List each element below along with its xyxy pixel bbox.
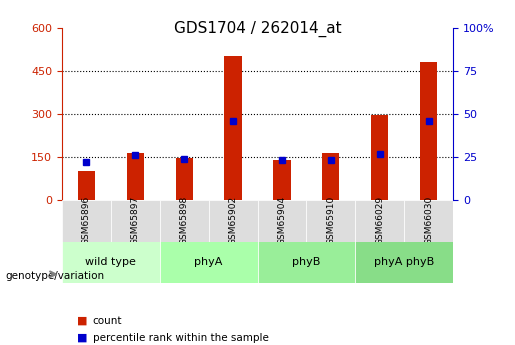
FancyBboxPatch shape [62, 200, 111, 242]
Bar [127, 152, 144, 200]
FancyBboxPatch shape [258, 241, 355, 283]
FancyBboxPatch shape [209, 200, 258, 242]
Text: wild type: wild type [85, 257, 136, 267]
Text: percentile rank within the sample: percentile rank within the sample [93, 333, 269, 343]
Bar [322, 152, 339, 200]
Bar [420, 62, 437, 200]
Text: GSM66029: GSM66029 [375, 196, 384, 245]
Bar [225, 56, 242, 200]
Text: genotype/variation: genotype/variation [5, 271, 104, 281]
FancyBboxPatch shape [355, 241, 453, 283]
FancyBboxPatch shape [62, 241, 160, 283]
Text: ■: ■ [77, 316, 88, 326]
Text: GSM65910: GSM65910 [327, 196, 335, 245]
Bar [273, 160, 290, 200]
Text: phyA: phyA [194, 257, 223, 267]
Text: GSM66030: GSM66030 [424, 196, 433, 245]
Text: GSM65896: GSM65896 [82, 196, 91, 245]
Bar [371, 115, 388, 200]
Text: GSM65897: GSM65897 [131, 196, 140, 245]
FancyBboxPatch shape [258, 200, 306, 242]
FancyBboxPatch shape [160, 200, 209, 242]
Text: phyA phyB: phyA phyB [374, 257, 434, 267]
Bar [78, 171, 95, 200]
Text: ■: ■ [77, 333, 88, 343]
Text: GSM65902: GSM65902 [229, 196, 237, 245]
Text: phyB: phyB [292, 257, 321, 267]
Text: count: count [93, 316, 122, 326]
FancyBboxPatch shape [111, 200, 160, 242]
FancyBboxPatch shape [355, 200, 404, 242]
Text: GDS1704 / 262014_at: GDS1704 / 262014_at [174, 21, 341, 37]
Text: GSM65898: GSM65898 [180, 196, 188, 245]
Bar [176, 158, 193, 200]
FancyBboxPatch shape [160, 241, 258, 283]
FancyBboxPatch shape [306, 200, 355, 242]
FancyBboxPatch shape [404, 200, 453, 242]
Text: GSM65904: GSM65904 [278, 196, 286, 245]
